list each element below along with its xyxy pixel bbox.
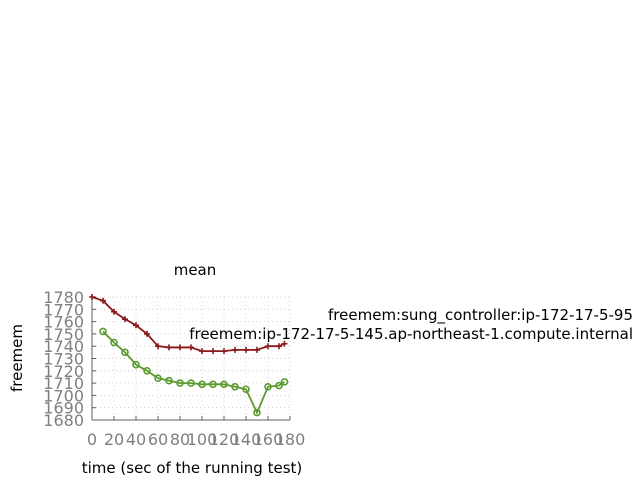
series-1-point — [133, 322, 139, 329]
y-tick-label: 1740 — [43, 337, 84, 356]
series-1-point — [89, 294, 95, 300]
x-axis-label: time (sec of the running test) — [82, 459, 303, 477]
series-2-point — [143, 366, 151, 375]
y-tick-label: 1690 — [43, 399, 84, 418]
y-tick-label: 1720 — [43, 362, 84, 381]
series-1-point — [122, 316, 128, 323]
series-2-line — [102, 330, 286, 415]
y-tick-label: 1760 — [43, 313, 84, 332]
series-2-point — [231, 382, 239, 391]
series-2-point — [275, 381, 283, 390]
x-tick-label: 60 — [148, 430, 168, 449]
y-tick-label: 1710 — [43, 374, 84, 393]
x-tick-label: 20 — [104, 430, 124, 449]
series-1-point — [166, 344, 172, 351]
series-2-point — [154, 374, 162, 382]
y-tick-label: 1680 — [43, 411, 84, 430]
series-2-point — [198, 380, 206, 389]
x-tick-label: 160 — [253, 430, 284, 449]
series-1-point — [276, 343, 282, 350]
series-2-point — [187, 379, 195, 387]
series-1-point — [243, 346, 249, 353]
series-1-point — [177, 344, 183, 351]
series-1-point — [210, 348, 216, 355]
legend-entry-series-1: freemem:sung_controller:ip-172-17-5-95 — [328, 306, 633, 325]
series-1-point — [100, 297, 106, 304]
y-tick-label: 1750 — [43, 325, 84, 344]
series-1-point — [199, 348, 205, 355]
series-2-point — [165, 376, 173, 385]
y-tick-label: 1700 — [43, 386, 84, 405]
axes — [91, 296, 291, 421]
grid — [91, 296, 291, 421]
series-2-point — [110, 338, 118, 347]
legend-entry-series-2: freemem:ip-172-17-5-145.ap-northeast-1.c… — [189, 325, 633, 343]
series-2-point — [132, 360, 140, 369]
series-1-point — [221, 348, 227, 355]
y-tick-labels: 1680169017001710172017301740175017601770… — [43, 288, 84, 430]
series-2-point — [121, 348, 129, 357]
series-2-point — [242, 385, 250, 394]
series-2-point — [176, 379, 184, 387]
y-tick-label: 1780 — [43, 288, 84, 307]
x-tick-label: 140 — [231, 430, 262, 449]
y-tick-label: 1730 — [43, 350, 84, 369]
x-tick-label: 120 — [209, 430, 240, 449]
series-1-point — [232, 346, 238, 353]
x-tick-label: 80 — [170, 430, 190, 449]
series-group — [89, 294, 289, 417]
x-tick-label: 180 — [275, 430, 306, 449]
chart-title: mean — [174, 261, 217, 279]
series-1-point — [254, 346, 260, 353]
y-axis-label: freemem — [8, 324, 26, 392]
series-1-point — [188, 344, 194, 351]
series-2-point — [253, 408, 261, 417]
series-1-point — [265, 343, 271, 350]
x-tick-label: 100 — [187, 430, 218, 449]
series-2-point — [220, 380, 228, 389]
series-2-point — [264, 382, 272, 391]
series-2-point — [99, 327, 107, 336]
series-2-point — [280, 378, 289, 386]
x-tick-label: 0 — [87, 430, 97, 449]
series-1-point — [111, 308, 117, 315]
series-2-point — [209, 380, 217, 389]
y-tick-label: 1770 — [43, 300, 84, 319]
series-1-point — [155, 343, 161, 350]
series-1-point — [281, 340, 288, 347]
x-tick-label: 40 — [126, 430, 146, 449]
series-1-point — [144, 330, 150, 337]
